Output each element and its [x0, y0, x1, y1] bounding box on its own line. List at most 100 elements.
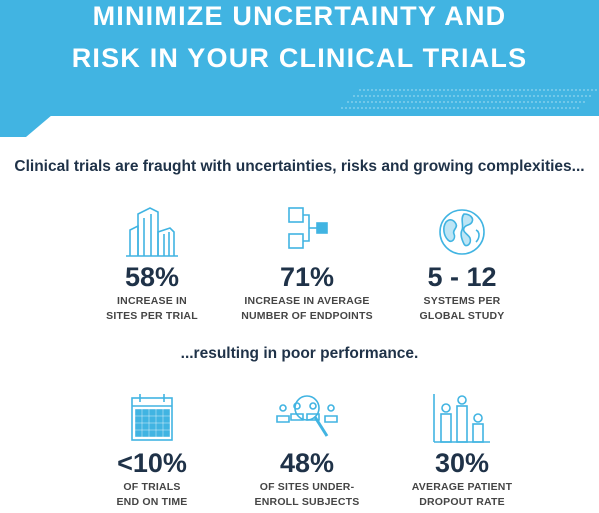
banner-dot	[451, 89, 453, 91]
banner-dot	[589, 95, 591, 97]
banner-dot	[381, 107, 383, 109]
banner-dot	[363, 89, 365, 91]
banner-dot	[515, 101, 517, 103]
calendar-day-cell	[135, 423, 142, 430]
banner-dot	[441, 95, 443, 97]
banner-dot	[427, 89, 429, 91]
banner-dot	[569, 107, 571, 109]
banner-dot	[443, 101, 445, 103]
banner-dot	[583, 89, 585, 91]
banner-dot	[547, 89, 549, 91]
banner-dot	[453, 95, 455, 97]
banner-dot	[493, 107, 495, 109]
banner-dot	[397, 95, 399, 97]
calendar-day-cell	[142, 423, 149, 430]
banner-dot	[457, 95, 459, 97]
banner-dot	[555, 101, 557, 103]
banner-dot	[377, 95, 379, 97]
banner-dot	[585, 95, 587, 97]
banner-dot	[445, 95, 447, 97]
dot-pattern	[341, 89, 597, 109]
banner-dot	[537, 95, 539, 97]
banner-dot	[557, 107, 559, 109]
banner-dot	[517, 95, 519, 97]
banner-dot	[425, 95, 427, 97]
stat-systems: 5 - 12 SYSTEMS PER GLOBAL STUDY	[372, 200, 552, 324]
banner-dot	[477, 107, 479, 109]
globe-icon	[372, 200, 552, 260]
banner-dot	[373, 107, 375, 109]
banner-dot	[357, 95, 359, 97]
calendar-day-cell	[156, 423, 163, 430]
banner-dot	[397, 107, 399, 109]
banner-dot	[401, 107, 403, 109]
banner-dot	[503, 89, 505, 91]
banner-dot	[417, 95, 419, 97]
banner-dot	[481, 95, 483, 97]
banner-dot	[455, 101, 457, 103]
stat-value: <10%	[117, 448, 187, 478]
banner-dot	[565, 107, 567, 109]
banner-dot	[579, 101, 581, 103]
stat-label: AVERAGE PATIENT DROPOUT RATE	[411, 481, 513, 508]
banner-dot	[473, 107, 475, 109]
banner-dot	[431, 89, 433, 91]
banner-dot	[389, 95, 391, 97]
banner-dot	[387, 101, 389, 103]
banner-dot	[385, 95, 387, 97]
banner-dot	[563, 89, 565, 91]
banner-dot	[553, 107, 555, 109]
banner-dot	[571, 89, 573, 91]
banner-dot	[389, 107, 391, 109]
banner-dot	[415, 89, 417, 91]
calendar-day-cell	[135, 416, 142, 423]
banner-dot	[399, 89, 401, 91]
banner-dot	[507, 101, 509, 103]
banner-dot	[431, 101, 433, 103]
banner-dot	[465, 107, 467, 109]
banner-dot	[489, 107, 491, 109]
banner-dot	[539, 101, 541, 103]
banner-dot	[549, 107, 551, 109]
banner-dot	[499, 89, 501, 91]
banner-dot	[595, 89, 597, 91]
banner-dot	[405, 95, 407, 97]
banner-dot	[491, 101, 493, 103]
banner-dot	[529, 107, 531, 109]
banner-dot	[471, 101, 473, 103]
banner-dot	[487, 89, 489, 91]
magnifier-people-icon	[217, 386, 397, 446]
banner-dot	[427, 101, 429, 103]
banner-dot	[467, 101, 469, 103]
banner-dot	[371, 101, 373, 103]
banner-dot	[401, 95, 403, 97]
banner-dot	[547, 101, 549, 103]
banner-dot	[511, 89, 513, 91]
banner-dot	[567, 101, 569, 103]
banner-dot	[359, 101, 361, 103]
banner-dot	[485, 95, 487, 97]
banner-dot	[577, 107, 579, 109]
banner-dot	[375, 101, 377, 103]
banner-dot	[347, 101, 349, 103]
banner-dot	[579, 89, 581, 91]
banner-dot	[443, 89, 445, 91]
stat-label: OF SITES UNDER- ENROLL SUBJECTS	[254, 481, 360, 508]
banner-dot	[433, 107, 435, 109]
banner-dot	[473, 95, 475, 97]
banner-dot	[485, 107, 487, 109]
banner-dot	[549, 95, 551, 97]
calendar-day-cell	[163, 409, 170, 416]
banner-dot	[451, 101, 453, 103]
banner-dot	[513, 95, 515, 97]
banner-dot	[519, 101, 521, 103]
calendar-icon	[62, 386, 242, 446]
banner-dot	[573, 95, 575, 97]
banner-dot	[557, 95, 559, 97]
banner-dot	[501, 107, 503, 109]
banner-dot	[587, 89, 589, 91]
banner-dot	[565, 95, 567, 97]
banner-dot	[379, 89, 381, 91]
banner-dot	[449, 107, 451, 109]
banner-dot	[403, 89, 405, 91]
